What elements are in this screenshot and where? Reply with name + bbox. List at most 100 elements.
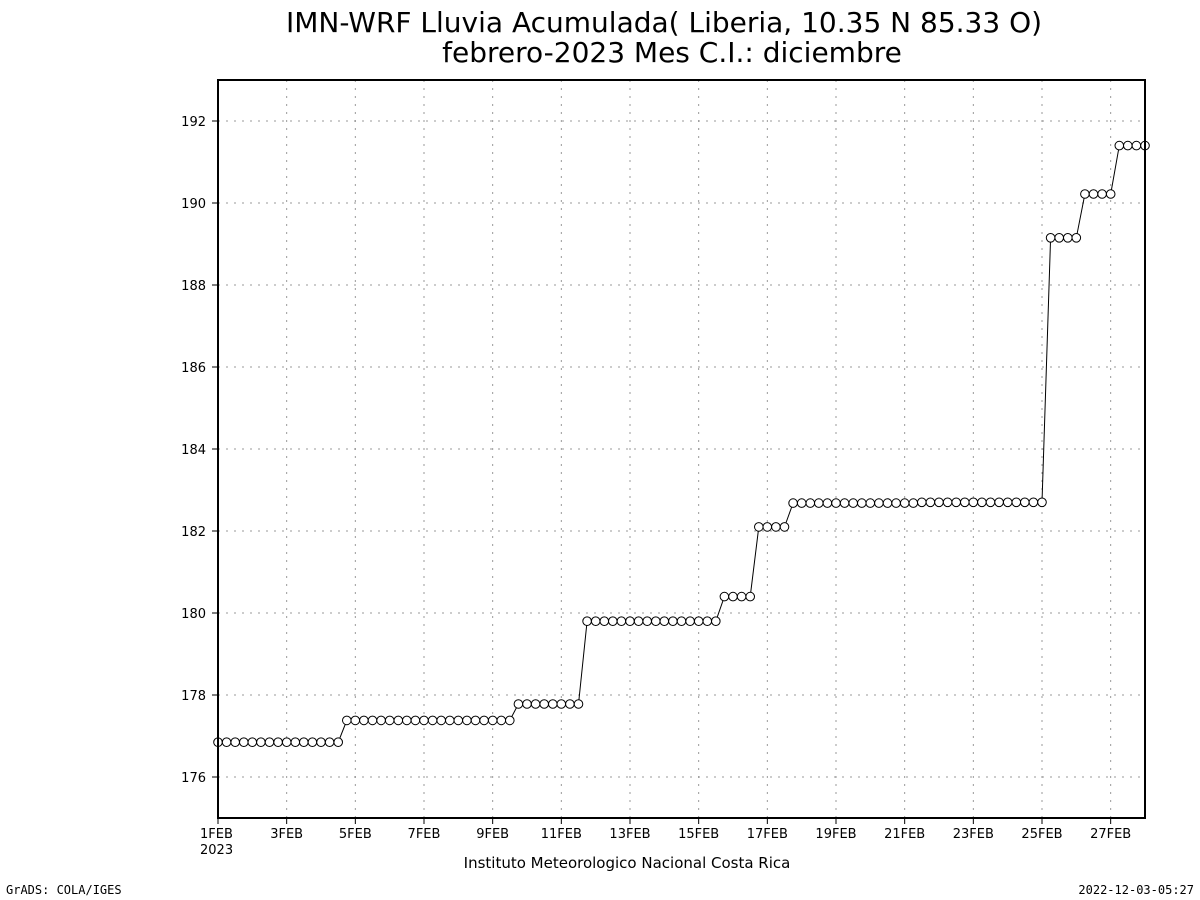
data-point [625,616,635,627]
data-point [1114,140,1125,151]
data-point [230,737,240,748]
data-point [651,616,661,627]
data-point [814,498,824,508]
data-point [479,715,489,726]
y-tick-label: 188 [181,279,206,294]
data-point [221,737,232,748]
data-point [805,498,816,508]
data-point [1088,189,1099,199]
x-tick-label: 1FEB [200,827,233,842]
data-point [1131,140,1142,151]
y-axis: 176 178 180 182 184 186 188 190 192 [181,115,218,786]
data-point [427,715,438,726]
data-point [316,737,326,748]
data-point [1071,233,1082,243]
y-tick-label: 182 [181,525,206,540]
data-point [582,616,592,627]
data-point [745,591,756,602]
data-point [367,715,378,726]
data-point [350,715,361,726]
data-point [908,498,919,508]
data-point [436,715,447,726]
y-tick-label: 192 [181,115,206,130]
data-point [839,498,850,508]
data-point [247,737,258,748]
chart-title: IMN-WRF Lluvia Acumulada( Liberia, 10.35… [286,6,1042,39]
y-tick-label: 180 [181,607,206,622]
data-point [1054,233,1064,243]
credit-text: Instituto Meteorologico Nacional Costa R… [464,854,791,872]
data-point [702,616,713,627]
data-point [899,498,910,508]
data-point [402,715,412,726]
data-point [376,715,386,726]
data-point [1097,189,1107,199]
series-accumulated-rain [213,140,1150,748]
data-point [539,699,550,709]
data-point [951,497,962,508]
data-point [736,591,747,602]
data-point [822,498,833,508]
data-point [1028,497,1039,508]
data-point [934,497,944,508]
data-point [1080,189,1090,199]
data-point [453,715,464,726]
data-point [307,737,318,748]
data-point [324,737,335,748]
footer-right: 2022-12-03-05:27 [1078,883,1194,897]
data-point [762,522,773,532]
y-tick-label: 178 [181,689,206,704]
data-point [281,737,292,748]
footer-left: GrADS: COLA/IGES [6,883,122,897]
data-point [848,498,859,508]
x-tick-label: 7FEB [408,827,441,842]
data-point [882,498,893,508]
data-point [1020,497,1030,508]
x-tick-label: 9FEB [476,827,509,842]
x-tick-label: 3FEB [270,827,303,842]
data-point [685,616,695,627]
data-point [264,737,275,748]
data-point [239,737,249,748]
data-point [642,616,653,627]
data-point [616,616,627,627]
data-point [977,497,987,508]
data-point [917,497,927,508]
data-point [668,616,678,627]
data-point [419,715,429,726]
data-point [530,699,541,709]
data-point [857,498,867,508]
data-point [513,699,524,709]
data-point [608,616,618,627]
x-tick-label: 17FEB [747,827,788,842]
x-tick-year-label: 2023 [200,843,233,858]
data-point [505,715,515,726]
data-point [333,737,344,748]
data-point [1063,233,1073,243]
x-tick-label: 11FEB [541,827,582,842]
data-point [788,498,798,508]
data-point [1002,497,1013,508]
data-point [522,699,532,709]
data-point [445,715,455,726]
data-point [599,616,610,627]
y-tick-label: 176 [181,771,206,786]
data-point [299,737,309,748]
x-tick-label: 23FEB [953,827,994,842]
data-point [693,616,704,627]
data-point [590,616,601,627]
data-point [796,498,807,508]
grid-lines [218,80,1145,818]
data-point [496,715,507,726]
data-point [771,522,781,532]
x-tick-label: 5FEB [339,827,372,842]
data-point [831,498,841,508]
data-point [410,715,421,726]
data-point [968,497,979,508]
data-point [487,715,498,726]
x-tick-label: 27FEB [1090,827,1131,842]
data-point [565,699,575,709]
y-tick-label: 190 [181,197,206,212]
data-point [548,699,558,709]
